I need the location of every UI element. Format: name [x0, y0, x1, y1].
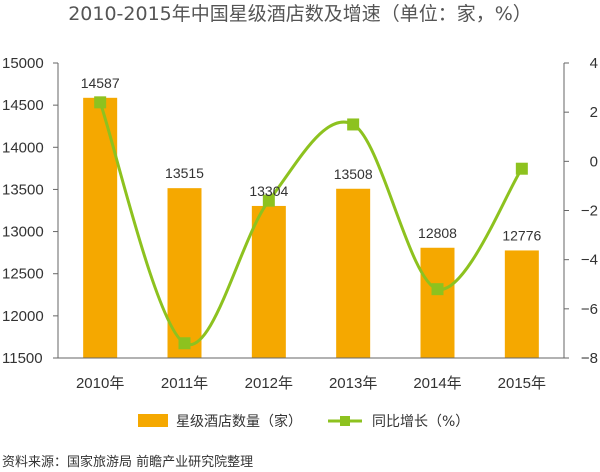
right-tick-label: −4: [581, 252, 598, 269]
bar-value-label: 14587: [81, 75, 120, 91]
bar-5: [420, 247, 455, 358]
bar-1: [83, 97, 118, 358]
x-tick-label: 2011年: [161, 375, 208, 392]
left-tick-label: 12500: [2, 266, 44, 283]
source-note: 资料来源：国家旅游局 前瞻产业研究院整理: [2, 454, 253, 470]
left-tick-label: 12000: [2, 308, 44, 325]
bar-4: [336, 188, 371, 358]
left-tick-label: 13500: [2, 181, 44, 198]
growth-point-6: [515, 162, 528, 175]
growth-point-3: [262, 194, 275, 207]
line-layer: [94, 96, 528, 350]
bars-layer: [83, 97, 539, 358]
growth-point-4: [347, 118, 360, 131]
left-tick-label: 14000: [2, 139, 44, 156]
growth-point-5: [431, 283, 444, 296]
right-tick-label: −2: [581, 203, 598, 220]
bar-value-label: 12808: [418, 225, 457, 241]
chart-title: 2010-2015年中国星级酒店数及增速（单位：家，%）: [68, 3, 532, 25]
bar-value-label: 13304: [249, 183, 288, 199]
legend-bar-label: 星级酒店数量（家）: [176, 413, 302, 430]
right-tick-label: 2: [590, 104, 598, 121]
bar-3: [251, 205, 286, 358]
right-tick-label: −6: [581, 301, 598, 318]
growth-point-1: [94, 96, 107, 109]
left-tick-label: 11500: [2, 350, 43, 367]
bar-value-label: 13508: [334, 166, 373, 182]
legend: 星级酒店数量（家） 同比增长（%）: [138, 413, 469, 430]
bar-value-label: 13515: [165, 165, 204, 181]
legend-line-marker: [340, 416, 350, 426]
right-tick-label: 0: [590, 153, 598, 170]
x-tick-label: 2014年: [413, 375, 461, 392]
left-tick-label: 15000: [2, 55, 44, 72]
labels-layer: 14587 13515 13304 13508 12808 12776: [81, 75, 542, 244]
bar-2: [167, 188, 202, 358]
legend-bar-swatch: [138, 414, 168, 427]
right-tick-label: −8: [581, 350, 598, 367]
growth-point-2: [178, 337, 191, 350]
growth-line: [98, 101, 524, 347]
x-tick-label: 2010年: [76, 375, 124, 392]
bar-value-label: 12776: [502, 227, 541, 243]
legend-line-label: 同比增长（%）: [372, 414, 469, 430]
bar-6: [504, 250, 539, 358]
x-tick-label: 2013年: [329, 375, 377, 392]
left-tick-label: 13000: [2, 224, 44, 241]
x-tick-label: 2015年: [498, 375, 546, 392]
x-tick-label: 2012年: [245, 375, 293, 392]
left-tick-label: 14500: [2, 97, 44, 114]
axes-layer: 15000 14500 14000 13500 13000 12500 12000 11500…: [2, 55, 598, 392]
right-tick-label: 4: [590, 55, 598, 72]
